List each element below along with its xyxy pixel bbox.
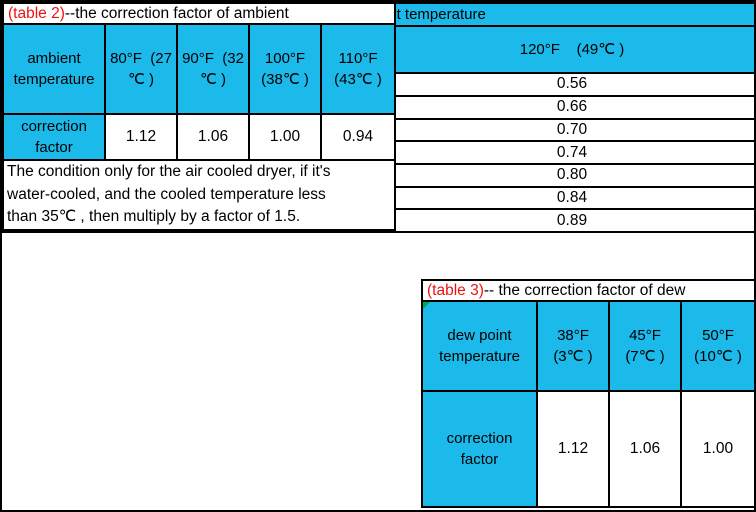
note-line: water-cooled, and the cooled temperature… <box>7 185 326 203</box>
table3-col-header-50f: 50°F (10℃ ) <box>679 300 754 392</box>
table3-row-header: dew point temperature <box>421 300 538 392</box>
table2-note: The condition only for the air cooled dr… <box>2 158 396 232</box>
note-line: than 35℃ , then multiply by a factor of … <box>7 208 301 226</box>
table3-label: (table 3) <box>427 281 484 299</box>
header-line: 50°F <box>702 327 734 345</box>
row-header-line: factor <box>460 450 499 468</box>
table2-col-header-100f: 100°F (38℃ ) <box>248 23 322 116</box>
row-header-line: dew point <box>447 327 512 345</box>
row-header-line: correction <box>21 117 87 135</box>
table2-col-header-110f: 110°F (43℃ ) <box>320 23 396 116</box>
table3: (table 3)-- the correction factor of dew… <box>420 278 754 509</box>
value-cell: 0.80 <box>387 162 754 188</box>
table3-col-header-38f: 38°F (3℃ ) <box>536 300 610 392</box>
value-cell: 0.94 <box>320 113 396 161</box>
header-line: 100°F <box>264 50 306 68</box>
row-header-line: temperature <box>439 348 520 366</box>
header-line: 80°F (27 <box>110 50 172 68</box>
cell-corner-marker <box>424 303 430 310</box>
table2-title-text: --the correction factor of ambient <box>64 4 289 22</box>
header-line: 110°F <box>338 50 378 68</box>
table2-title: (table 2)--the correction factor of ambi… <box>2 2 396 26</box>
header-line: (38℃ ) <box>261 71 309 89</box>
header-line: (3℃ ) <box>553 348 593 366</box>
row-header-line: factor <box>35 138 73 156</box>
table2-col-header-90f: 90°F (32 ℃ ) <box>176 23 250 116</box>
table3-title-text: -- the correction factor of dew <box>483 281 686 299</box>
value-cell: 1.12 <box>104 113 178 161</box>
header-line: ℃ ) <box>199 71 226 89</box>
header-line: ℃ ) <box>127 71 154 89</box>
header-line: 38°F <box>557 327 589 345</box>
table2-label: (table 2) <box>8 4 65 22</box>
value-cell: 1.06 <box>176 113 250 161</box>
value-cell: 1.12 <box>536 389 610 509</box>
header-line: 45°F <box>629 327 661 345</box>
table2-factor-label: correction factor <box>2 113 106 161</box>
row-header-line: temperature <box>13 71 95 89</box>
table-row: correction factor 1.12 1.06 1.00 <box>421 389 754 509</box>
row-header-line: ambient <box>27 50 81 68</box>
value-cell: 0.74 <box>387 140 754 165</box>
table3-title: (table 3)-- the correction factor of dew <box>420 278 754 303</box>
table2: (table 2)--the correction factor of ambi… <box>2 2 396 232</box>
value-cell: 0.70 <box>387 117 754 143</box>
header-line: 90°F (32 <box>182 50 244 68</box>
header-line: (7℃ ) <box>625 348 665 366</box>
value-cell: 0.66 <box>387 94 754 120</box>
table1-col-header-120f: 120°F (49℃ ) <box>387 24 754 75</box>
row-header-line: correction <box>446 429 513 447</box>
value-cell: 1.06 <box>608 389 682 509</box>
table2-row-header: ambient temperature <box>2 23 106 116</box>
value-cell: 0.89 <box>387 208 754 233</box>
value-cell: 0.84 <box>387 185 754 211</box>
value-cell: 1.00 <box>248 113 322 161</box>
note-line: The condition only for the air cooled dr… <box>7 163 331 181</box>
value-cell: 1.00 <box>679 389 754 509</box>
table3-col-header-45f: 45°F (7℃ ) <box>608 300 682 392</box>
value-cell: 0.56 <box>387 72 754 97</box>
header-line: (10℃ ) <box>694 348 742 366</box>
table-row: correction factor 1.12 1.06 1.00 0.94 <box>2 113 396 161</box>
header-line: (43℃ ) <box>334 71 382 89</box>
table2-col-header-80f: 80°F (27 ℃ ) <box>104 23 178 116</box>
table3-factor-label: correction factor <box>421 389 538 509</box>
